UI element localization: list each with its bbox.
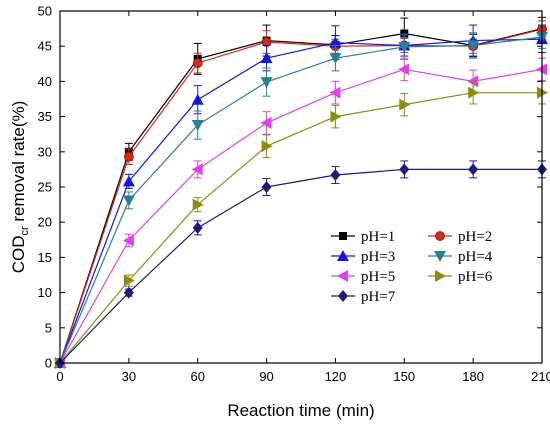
series-line [59,68,543,364]
data-point [123,274,135,287]
legend-label: pH=1 [361,229,395,245]
data-point [329,86,341,99]
data-point [468,163,479,176]
data-point [400,29,409,38]
data-point [399,163,410,176]
legend-item: pH=3 [331,249,395,265]
data-point [192,221,203,234]
data-point [330,110,342,123]
data-point [192,198,204,211]
series-pH=6 [55,80,548,369]
data-point [329,53,342,65]
data-point [191,120,204,132]
x-tick-label: 150 [393,369,415,384]
x-tick-label: 60 [190,369,204,384]
y-axis-title-rest: removal rate(%) [9,101,28,227]
data-point [261,140,273,153]
x-tick-label: 90 [259,369,273,384]
data-point [260,52,273,64]
y-tick-label: 25 [38,180,52,195]
data-point [261,181,272,193]
legend-item: pH=1 [331,229,395,245]
series-layer [54,16,548,369]
legend-item: pH=5 [331,269,395,285]
plot-area: 0 30 60 90 120 150 180 210 0 5 10 15 20 25 30 35 40 45 50 [38,4,550,385]
legend-item: pH=2 [428,229,492,245]
legend-label: pH=3 [361,249,395,265]
y-tick-label: 35 [38,109,52,124]
legend-label: pH=2 [458,229,492,245]
legend-swatch-marker [338,290,348,302]
y-tick-label: 50 [38,4,52,19]
y-tick-label: 20 [38,215,52,230]
data-point [123,151,134,162]
data-point [398,41,411,53]
legend-label: pH=7 [361,289,396,305]
x-tick-label: 0 [56,369,63,384]
y-tick-label: 5 [45,320,52,335]
legend-label: pH=4 [458,249,493,265]
data-point [398,63,410,76]
legend-swatch-marker [435,231,445,241]
data-point [468,86,480,99]
data-point [260,77,273,89]
series-line [59,38,543,364]
x-tick-label: 30 [122,369,136,384]
data-point [191,163,203,176]
series-line [59,92,542,364]
series-line [59,28,543,364]
y-tick-label: 10 [38,285,52,300]
y-tick-label: 45 [38,39,52,54]
legend-swatch-marker [435,270,446,282]
x-axis-title: Reaction time (min) [227,401,374,420]
y-axis-title: CODcr removal rate(%) [9,101,31,274]
data-point [122,234,134,247]
legend-item: pH=7 [331,289,396,305]
legend-swatch-marker [337,270,348,282]
x-tick-label: 120 [325,369,347,384]
legend-swatch-marker [339,232,347,240]
plot-frame [59,10,543,364]
y-tick-label: 40 [38,74,52,89]
data-point [191,93,204,105]
data-point [122,195,135,207]
legend-label: pH=5 [361,269,395,285]
legend-item: pH=4 [428,249,493,265]
series-line [59,168,542,364]
y-tick-label: 30 [38,144,52,159]
x-tick-label: 180 [462,369,484,384]
data-point [399,98,411,111]
legend-item: pH=6 [428,269,493,285]
legend-label: pH=6 [458,269,493,285]
data-point [123,286,134,299]
legend-swatch-marker [434,251,446,262]
data-point [467,40,480,52]
series-pH=4 [54,25,548,369]
data-point [122,175,135,187]
legend: pH=1 pH=2 pH=3 pH=4 pH=5 pH=6 pH=7 [331,229,493,305]
data-point [260,116,272,129]
tick-layer: 0 30 60 90 120 150 180 210 0 5 10 15 20 25 30 35 40 45 50 [38,4,550,385]
y-tick-label: 0 [45,356,52,371]
x-tick-label: 210 [531,369,550,384]
y-tick-label: 15 [38,250,52,265]
series-pH=5 [54,57,547,369]
y-axis-title-main: COD [9,236,28,274]
data-point [330,169,341,182]
series-line [59,36,543,364]
data-point [329,36,342,48]
y-axis-title-subscript: cr [19,226,31,236]
data-point [192,58,203,68]
legend-swatch-marker [337,250,349,261]
